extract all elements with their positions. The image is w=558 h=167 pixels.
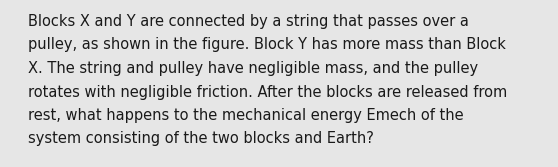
Text: pulley, as shown in the figure. Block Y has more mass than Block: pulley, as shown in the figure. Block Y … bbox=[28, 38, 506, 52]
Text: system consisting of the two blocks and Earth?: system consisting of the two blocks and … bbox=[28, 131, 374, 146]
Text: rotates with negligible friction. After the blocks are released from: rotates with negligible friction. After … bbox=[28, 85, 507, 100]
Text: rest, what happens to the mechanical energy Emech of the: rest, what happens to the mechanical ene… bbox=[28, 108, 464, 123]
Text: Blocks X and Y are connected by a string that passes over a: Blocks X and Y are connected by a string… bbox=[28, 14, 469, 29]
Text: X. The string and pulley have negligible mass, and the pulley: X. The string and pulley have negligible… bbox=[28, 61, 478, 76]
